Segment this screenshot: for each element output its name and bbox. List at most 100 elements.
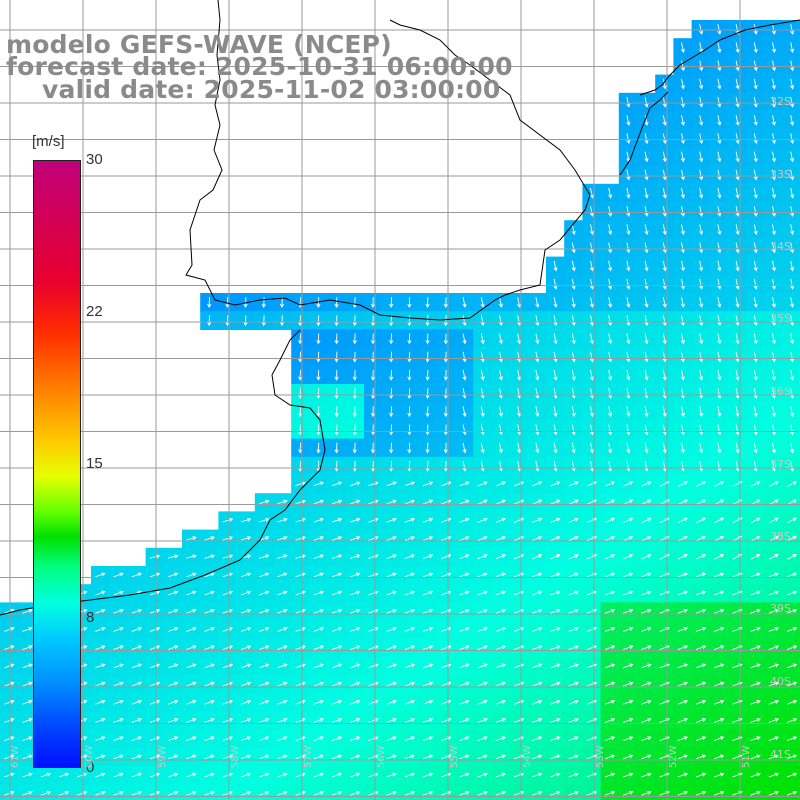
wind-arrow (790, 333, 795, 345)
wind-arrow (753, 333, 758, 345)
wind-arrow (787, 517, 797, 524)
wind-arrow (350, 790, 361, 796)
wind-arrow (680, 133, 685, 145)
wind-arrow (22, 645, 33, 651)
wind-arrow (623, 681, 634, 687)
wind-arrow (422, 663, 434, 669)
wind-arrow (695, 736, 707, 742)
wind-arrow (608, 424, 613, 436)
speed-cell (728, 784, 747, 800)
wind-arrow (95, 627, 106, 632)
speed-cell (782, 74, 800, 94)
wind-arrow (186, 718, 197, 723)
speed-cell (54, 784, 74, 800)
wind-arrow (113, 772, 124, 778)
speed-cell (782, 56, 800, 76)
wind-arrow (626, 333, 631, 345)
speed-cell (327, 784, 347, 800)
wind-arrow (568, 718, 579, 723)
lon-label: 59W (157, 745, 168, 768)
wind-arrow (404, 608, 416, 614)
speed-cell (782, 183, 800, 203)
wind-arrow (477, 554, 488, 560)
wind-arrow (790, 42, 795, 54)
wind-arrow (695, 754, 707, 760)
wind-arrow (550, 572, 561, 578)
wind-arrow (313, 790, 325, 796)
wind-arrow (626, 406, 631, 418)
wind-arrow (717, 78, 722, 90)
wind-arrow (644, 224, 649, 236)
wind-arrow (787, 554, 797, 560)
wind-arrow (589, 260, 594, 272)
wind-arrow (771, 42, 776, 54)
lon-label: 58W (230, 745, 241, 768)
wind-arrow (113, 718, 124, 723)
wind-arrow (735, 260, 740, 272)
wind-arrow (352, 315, 357, 327)
speed-cell (709, 784, 729, 800)
wind-arrow (298, 333, 303, 345)
wind-arrow (370, 442, 376, 454)
wind-arrow (462, 406, 467, 418)
wind-arrow (22, 736, 33, 742)
wind-arrow (240, 699, 252, 705)
wind-arrow (680, 406, 685, 418)
wind-arrow (771, 206, 776, 217)
wind-arrow (790, 406, 795, 418)
wind-arrow (680, 260, 685, 272)
wind-arrow (550, 663, 561, 669)
wind-arrow (334, 442, 339, 454)
wind-arrow (553, 351, 558, 363)
wind-arrow (477, 736, 488, 742)
wind-arrow (790, 297, 795, 308)
wind-arrow (623, 627, 634, 632)
wind-arrow (695, 699, 707, 705)
speed-cell (200, 784, 219, 800)
wind-arrow (699, 424, 704, 436)
wind-arrow (641, 590, 652, 596)
wind-arrow (495, 736, 507, 742)
wind-arrow (352, 460, 357, 472)
wind-arrow (626, 388, 631, 399)
wind-arrow (207, 297, 212, 309)
wind-arrow (753, 388, 758, 399)
wind-arrow (186, 681, 197, 687)
wind-arrow (334, 406, 339, 418)
wind-arrow (662, 187, 667, 199)
wind-arrow (790, 315, 795, 327)
wind-arrow (677, 481, 688, 487)
wind-arrow (571, 297, 576, 308)
wind-arrow (677, 535, 688, 542)
wind-arrow (553, 315, 558, 327)
wind-arrow (571, 224, 576, 236)
wind-arrow (753, 315, 758, 327)
wind-arrow (425, 460, 430, 472)
wind-arrow (790, 442, 795, 454)
wind-arrow (352, 369, 357, 381)
wind-arrow (699, 187, 704, 199)
wind-arrow (386, 499, 397, 505)
wind-arrow (243, 297, 248, 309)
wind-arrow (550, 535, 561, 542)
wind-arrow (386, 554, 397, 560)
wind-arrow (331, 681, 343, 687)
wind-arrow (605, 517, 616, 524)
wind-arrow (277, 772, 288, 778)
wind-arrow (295, 681, 306, 687)
wind-arrow (22, 772, 33, 778)
wind-arrow (604, 772, 616, 778)
wind-arrow (462, 388, 467, 399)
wind-arrow (389, 297, 394, 309)
wind-arrow (677, 590, 689, 596)
wind-arrow (295, 517, 306, 523)
wind-arrow (404, 590, 416, 596)
wind-arrow (222, 608, 234, 614)
wind-arrow (4, 772, 15, 778)
wind-arrow (535, 297, 540, 308)
wind-arrow (459, 645, 470, 651)
wind-arrow (535, 460, 540, 472)
wind-arrow (677, 790, 689, 796)
wind-arrow (186, 536, 197, 541)
wind-arrow (550, 736, 561, 742)
